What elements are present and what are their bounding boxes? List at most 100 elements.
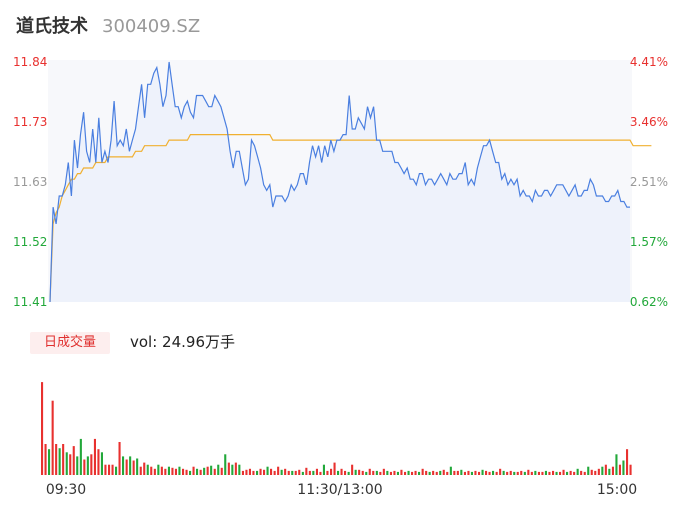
volume-bar [150, 466, 153, 475]
volume-bar [203, 467, 206, 475]
volume-bar [256, 470, 259, 475]
volume-bar [354, 469, 357, 475]
volume-bar [97, 449, 100, 475]
volume-bar [523, 471, 526, 475]
volume-bar [231, 464, 234, 475]
volume-bar [555, 471, 558, 475]
volume-bar [492, 470, 495, 475]
volume-bar [513, 471, 516, 475]
volume-bar [502, 470, 505, 475]
volume-bar [534, 470, 537, 475]
volume-bar [238, 464, 241, 475]
volume-bar [425, 470, 428, 475]
volume-bar [322, 464, 325, 475]
volume-bar [171, 467, 174, 475]
percent-label: 2.51% [630, 175, 668, 189]
volume-bar [597, 468, 600, 475]
volume-bar [442, 469, 445, 475]
volume-bar [118, 442, 121, 475]
volume-bar [361, 470, 364, 475]
volume-bar [153, 468, 156, 475]
volume-bar [527, 469, 530, 475]
volume-bar [273, 470, 276, 475]
volume-bar [76, 456, 79, 475]
volume-bar [143, 462, 146, 475]
time-label-close: 15:00 [597, 482, 637, 498]
volume-bar [411, 471, 414, 475]
volume-bar [439, 470, 442, 475]
volume-bar [368, 468, 371, 475]
volume-bar [174, 468, 177, 475]
volume-bar [340, 468, 343, 475]
volume-bar [330, 468, 333, 475]
volume-bar [227, 462, 230, 475]
volume-bar [305, 467, 308, 475]
volume-bar [580, 470, 583, 475]
volume-bar [358, 469, 361, 475]
volume-bar [210, 465, 213, 475]
volume-bar [463, 471, 466, 475]
time-axis-labels: 09:30 11:30/13:00 15:00 [46, 482, 637, 498]
volume-bar [192, 466, 195, 475]
volume-bar [587, 466, 590, 475]
volume-bar [270, 468, 273, 475]
volume-bar [65, 452, 68, 475]
volume-bar [287, 470, 290, 475]
volume-bar [541, 471, 544, 475]
volume-bar [351, 464, 354, 475]
volume-bar [125, 459, 128, 475]
volume-bar [111, 464, 114, 475]
price-axis-labels: 11.84 11.73 11.63 11.52 11.41 [13, 55, 47, 309]
volume-bar [319, 471, 322, 475]
volume-bar [365, 471, 368, 475]
volume-bar [435, 471, 438, 475]
volume-bar [241, 470, 244, 475]
volume-text: vol: 24.96万手 [130, 333, 235, 351]
volume-bar [206, 466, 209, 475]
price-label: 11.84 [13, 55, 47, 69]
volume-bar [418, 471, 421, 475]
volume-bar [259, 468, 262, 475]
volume-bar [509, 470, 512, 475]
volume-bar [160, 466, 163, 475]
volume-bar [552, 470, 555, 475]
volume-bar [86, 456, 89, 475]
volume-bar [386, 470, 389, 475]
header: 道氏技术 300409.SZ [16, 12, 200, 40]
volume-bar [573, 471, 576, 475]
volume-bar [569, 470, 572, 475]
volume-bar [217, 464, 220, 475]
volume-tag: 日成交量 [30, 332, 110, 354]
volume-bar [326, 470, 329, 475]
volume-bar [333, 462, 336, 475]
volume-bar [132, 460, 135, 475]
volume-bar [499, 468, 502, 475]
volume-bar [622, 460, 625, 475]
volume-bar [583, 471, 586, 475]
volume-bar [252, 470, 255, 475]
volume-bar [421, 468, 424, 475]
volume-bar [566, 471, 569, 475]
volume-bar [382, 468, 385, 475]
volume-bar [308, 470, 311, 475]
volume-bar [379, 471, 382, 475]
volume-bar [167, 466, 170, 475]
volume-bar [626, 449, 629, 475]
volume-bar [157, 464, 160, 475]
volume-bar [224, 454, 227, 475]
volume-bar [449, 466, 452, 475]
percent-label: 3.46% [630, 115, 668, 129]
price-panel [48, 60, 652, 303]
volume-bar [58, 448, 61, 475]
volume-bar [284, 468, 287, 475]
volume-bar [129, 456, 132, 475]
volume-bar [51, 400, 54, 475]
volume-bar [196, 468, 199, 475]
price-line [49, 61, 630, 303]
volume-bar [615, 454, 618, 475]
volume-bar [562, 469, 565, 475]
price-label: 11.63 [13, 175, 47, 189]
volume-bar [576, 468, 579, 475]
volume-bar [234, 462, 237, 475]
